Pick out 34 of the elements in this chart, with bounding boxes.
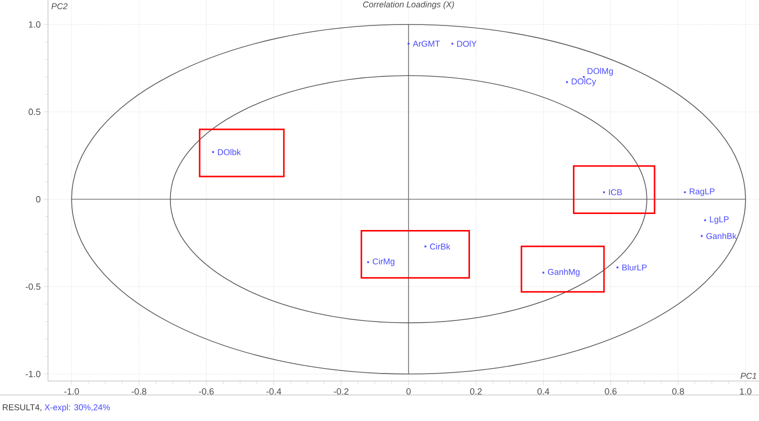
y-tick-label: 0.5 [28,108,40,116]
series-label: RagLP [690,188,715,196]
series-label: DOlY [457,40,477,47]
chart-title: Correlation Loadings (X) [363,1,454,10]
y-tick-label: -0.5 [26,283,40,290]
series-label: ArGMT [412,40,440,47]
x-tick-label: 1.0 [740,388,752,395]
series-label: DOlCy [572,78,596,86]
series-label: GanhMg [548,268,580,277]
text: RESULT4, [2,404,42,412]
series-label: CirMg [372,258,394,266]
series-label: CirBk [430,243,450,250]
series-label: DOlMg [588,68,613,76]
y-tick-label: 0 [36,196,40,202]
series-label: ICB [608,189,622,196]
x-tick-label: -0.4 [266,388,282,395]
text: X-expl: 30%,24% [44,404,110,412]
x-tick-label: 0.8 [672,388,684,395]
x-tick-label: -1.0 [64,388,79,395]
y-tick-label: -1.0 [26,370,40,378]
x-tick-label: 0.2 [470,388,482,395]
x-tick-label: -0.6 [199,388,214,395]
x-tick-label: 0.4 [537,388,550,395]
y-axis-title: PC2 [51,3,68,10]
x-tick-label: -0.2 [334,388,348,395]
x-tick-label: 0.6 [604,388,617,395]
y-tick-label: 1.0 [28,21,40,28]
series-label: LgLP [710,216,729,224]
series-label: DOlbk [218,148,241,156]
x-tick-label: -0.8 [132,388,146,395]
x-axis-title: PC1 [740,372,756,379]
series-label: GanhBk [706,232,737,240]
series-label: BlurLP [622,264,647,271]
x-tick-label: 0 [406,388,411,395]
